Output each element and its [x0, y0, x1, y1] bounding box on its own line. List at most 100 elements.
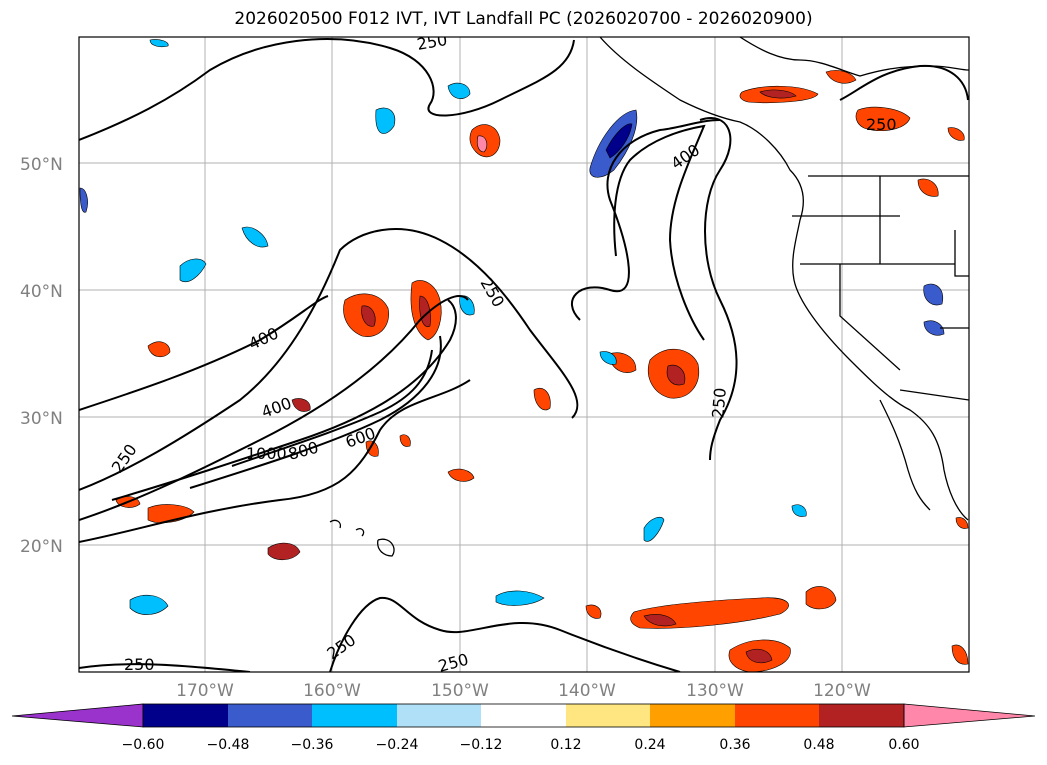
pc-blob [447, 468, 475, 482]
ivt-contour-800 [189, 335, 442, 489]
colorbar-bin [228, 704, 312, 727]
longitude-labels: 170°W 160°W 150°W 140°W 130°W 120°W [176, 681, 871, 701]
colorbar-bin [143, 704, 228, 727]
pc-blob [599, 351, 617, 365]
pc-blob [923, 283, 944, 306]
pc-blob [791, 504, 807, 517]
ivt-contour-250-loop [329, 596, 681, 672]
ivt-contour-250-east [699, 117, 738, 461]
pc-blob [447, 82, 471, 99]
colorbar-extend-low [11, 703, 144, 728]
latitude-labels: 50°N 40°N 30°N 20°N [20, 155, 63, 557]
lon-label-140w: 140°W [558, 681, 616, 701]
pc-blob [476, 135, 488, 153]
pc-blob [605, 123, 633, 159]
state-border-ca-nv [839, 264, 901, 371]
lat-label-50: 50°N [20, 155, 63, 175]
pc-blob [955, 517, 969, 529]
us-mexico-border [899, 389, 969, 401]
ivt-contour-250-main [79, 228, 579, 491]
north-america-coast [599, 37, 969, 521]
pc-blob [267, 542, 301, 561]
map-frame [78, 36, 970, 673]
ivt-contours [79, 38, 969, 672]
colorbar-tick-label: −0.60 [122, 737, 165, 753]
colorbar-tick-label: 0.12 [550, 737, 581, 753]
pc-blob [855, 106, 911, 131]
pc-blob [149, 39, 169, 48]
contour-label: 250 [415, 30, 448, 54]
lon-label-130w: 130°W [686, 681, 744, 701]
pc-blob [917, 178, 939, 197]
alaska-coast [739, 37, 969, 77]
pc-blob [947, 127, 965, 141]
pc-blob [375, 107, 396, 134]
map-area [79, 37, 969, 672]
lon-label-160w: 160°W [303, 681, 361, 701]
pc-blob [666, 364, 686, 386]
colorbar-bin [397, 704, 481, 727]
pc-blob [533, 388, 551, 411]
colorbar-bin [481, 704, 566, 727]
ivt-contour-400-hook [613, 124, 706, 341]
state-border-az [954, 230, 969, 277]
ivt-contour-1000 [231, 349, 433, 467]
pc-blob [951, 644, 969, 665]
pc-blob [825, 70, 857, 84]
contour-label: 250 [866, 115, 897, 134]
contour-label: 250 [124, 655, 155, 674]
colorbar-tick-label: 0.24 [634, 737, 665, 753]
colorbar-tick-label: −0.24 [376, 737, 419, 753]
ivt-contour-400-west [79, 295, 469, 521]
colorbar-tick-label: −0.48 [207, 737, 250, 753]
colorbar-frame [142, 703, 905, 728]
colorbar-extend-high [903, 703, 1036, 728]
lat-label-20: 20°N [20, 537, 63, 557]
coastlines [329, 37, 969, 557]
pc-blob [241, 226, 269, 248]
colorbar-tick-label: −0.36 [291, 737, 334, 753]
ivt-contour-250-north [79, 38, 575, 141]
contour-label: 250 [708, 387, 730, 419]
contour-label: 1000 [246, 444, 287, 463]
negative-pc-regions [79, 39, 945, 615]
pc-blob [459, 295, 475, 316]
colorbar: −0.60 −0.48 −0.36 −0.24 −0.12 0.12 0.24 … [11, 703, 1036, 753]
hawaii-islands [329, 519, 395, 557]
colorbar-bin [566, 704, 650, 727]
colorbar-tick-label: −0.12 [460, 737, 503, 753]
lon-label-120w: 120°W [813, 681, 871, 701]
ivt-contour-250-south [79, 379, 471, 543]
ivt-contour-250-hook [570, 119, 721, 321]
lon-label-170w: 170°W [176, 681, 234, 701]
colorbar-bin [735, 704, 819, 727]
contour-label: 250 [436, 650, 470, 676]
pc-blob [745, 648, 773, 664]
colorbar-bin [819, 704, 904, 727]
pc-blob [759, 89, 797, 99]
pc-blob [643, 614, 677, 627]
colorbar-bin [650, 704, 735, 727]
pc-blob [129, 594, 169, 615]
pc-blob [399, 434, 411, 447]
pc-blob [365, 440, 379, 457]
pc-blob [923, 320, 945, 336]
colorbar-bin [312, 704, 397, 727]
baja-coast [879, 399, 931, 511]
colorbar-tick-label: 0.60 [888, 737, 919, 753]
ivt-contour-250-bottom [79, 663, 251, 672]
pc-blob [585, 604, 602, 619]
pc-blob [179, 258, 207, 283]
map-title: 2026020500 F012 IVT, IVT Landfall PC (20… [234, 9, 813, 29]
lat-label-30: 30°N [20, 409, 63, 429]
pc-blob [291, 398, 311, 412]
lat-label-40: 40°N [20, 282, 63, 302]
colorbar-tick-label: 0.36 [719, 737, 750, 753]
ivt-contour-600 [111, 299, 457, 501]
graticule [79, 37, 969, 672]
pc-blob [805, 586, 837, 610]
pc-blob [79, 187, 88, 213]
pc-blob [643, 516, 665, 542]
lon-label-150w: 150°W [431, 681, 489, 701]
